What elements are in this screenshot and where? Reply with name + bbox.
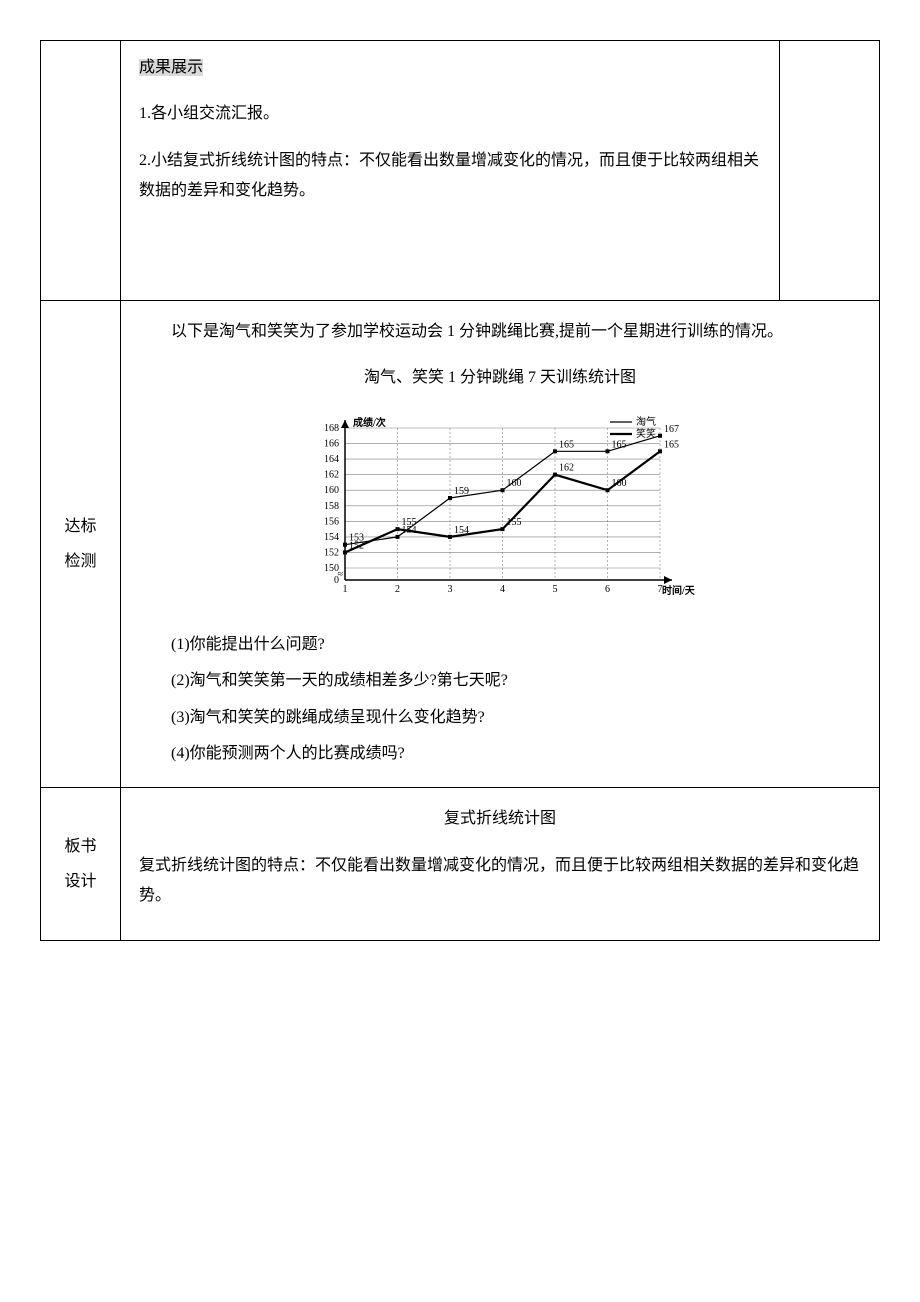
row2-label-line2: 检测 [59, 544, 102, 579]
svg-text:160: 160 [612, 478, 627, 489]
svg-text:3: 3 [448, 584, 453, 595]
svg-text:4: 4 [500, 584, 505, 595]
svg-text:154: 154 [324, 532, 339, 543]
svg-text:167: 167 [664, 424, 679, 435]
line-chart: 01501521541561581601621641661681234567成绩… [290, 410, 710, 610]
assessment-intro: 以下是淘气和笑笑为了参加学校运动会 1 分钟跳绳比赛,提前一个星期进行训练的情况… [139, 317, 861, 347]
row-board: 板书 设计 复式折线统计图 复式折线统计图的特点：不仅能看出数量增减变化的情况，… [41, 788, 880, 940]
svg-text:165: 165 [664, 439, 679, 450]
questions-block: (1)你能提出什么问题? (2)淘气和笑笑第一天的成绩相差多少?第七天呢? (3… [139, 630, 861, 770]
row2-content-cell: 以下是淘气和笑笑为了参加学校运动会 1 分钟跳绳比赛,提前一个星期进行训练的情况… [121, 301, 880, 788]
question-3: (3)淘气和笑笑的跳绳成绩呈现什么变化趋势? [139, 703, 861, 733]
svg-text:165: 165 [612, 439, 627, 450]
row3-content-cell: 复式折线统计图 复式折线统计图的特点：不仅能看出数量增减变化的情况，而且便于比较… [121, 788, 880, 940]
svg-text:1: 1 [343, 584, 348, 595]
svg-text:162: 162 [559, 462, 574, 473]
row1-label-cell [41, 41, 121, 301]
svg-text:152: 152 [324, 547, 339, 558]
question-2: (2)淘气和笑笑第一天的成绩相差多少?第七天呢? [139, 666, 861, 696]
svg-text:164: 164 [324, 454, 339, 465]
svg-text:156: 156 [324, 516, 339, 527]
row1-content-cell: 成果展示 1.各小组交流汇报。 2.小结复式折线统计图的特点：不仅能看出数量增减… [121, 41, 780, 301]
svg-text:160: 160 [324, 485, 339, 496]
board-body: 复式折线统计图的特点：不仅能看出数量增减变化的情况，而且便于比较两组相关数据的差… [139, 851, 861, 912]
row3-label-line1: 板书 [59, 829, 102, 864]
svg-text:2: 2 [395, 584, 400, 595]
svg-text:时间/天: 时间/天 [662, 584, 696, 597]
svg-text:168: 168 [324, 423, 339, 434]
chart-caption: 淘气、笑笑 1 分钟跳绳 7 天训练统计图 [139, 363, 861, 393]
svg-text:154: 154 [454, 525, 469, 536]
question-4: (4)你能预测两个人的比赛成绩吗? [139, 739, 861, 769]
svg-text:160: 160 [507, 478, 522, 489]
row3-label-cell: 板书 设计 [41, 788, 121, 940]
svg-text:淘气: 淘气 [636, 415, 656, 428]
board-title: 复式折线统计图 [139, 804, 861, 834]
svg-text:6: 6 [605, 584, 610, 595]
row2-label-line1: 达标 [59, 509, 102, 544]
row1-right-cell [780, 41, 880, 301]
svg-text:158: 158 [324, 501, 339, 512]
svg-text:155: 155 [507, 517, 522, 528]
svg-text:162: 162 [324, 469, 339, 480]
svg-text:155: 155 [402, 517, 417, 528]
page-root: 成果展示 1.各小组交流汇报。 2.小结复式折线统计图的特点：不仅能看出数量增减… [40, 40, 880, 941]
svg-text:152: 152 [349, 540, 364, 551]
row2-label-cell: 达标 检测 [41, 301, 121, 788]
svg-text:166: 166 [324, 438, 339, 449]
question-1: (1)你能提出什么问题? [139, 630, 861, 660]
svg-text:165: 165 [559, 439, 574, 450]
row-assessment: 达标 检测 以下是淘气和笑笑为了参加学校运动会 1 分钟跳绳比赛,提前一个星期进… [41, 301, 880, 788]
chart-container: 01501521541561581601621641661681234567成绩… [139, 410, 861, 610]
svg-text:成绩/次: 成绩/次 [353, 416, 386, 429]
lesson-table: 成果展示 1.各小组交流汇报。 2.小结复式折线统计图的特点：不仅能看出数量增减… [40, 40, 880, 941]
svg-text:≈: ≈ [338, 569, 344, 580]
row3-label-line2: 设计 [59, 864, 102, 899]
svg-text:159: 159 [454, 486, 469, 497]
results-p1: 1.各小组交流汇报。 [139, 99, 761, 129]
results-p2: 2.小结复式折线统计图的特点：不仅能看出数量增减变化的情况，而且便于比较两组相关… [139, 146, 761, 207]
row-results: 成果展示 1.各小组交流汇报。 2.小结复式折线统计图的特点：不仅能看出数量增减… [41, 41, 880, 301]
results-heading: 成果展示 [139, 59, 203, 76]
svg-text:5: 5 [553, 584, 558, 595]
